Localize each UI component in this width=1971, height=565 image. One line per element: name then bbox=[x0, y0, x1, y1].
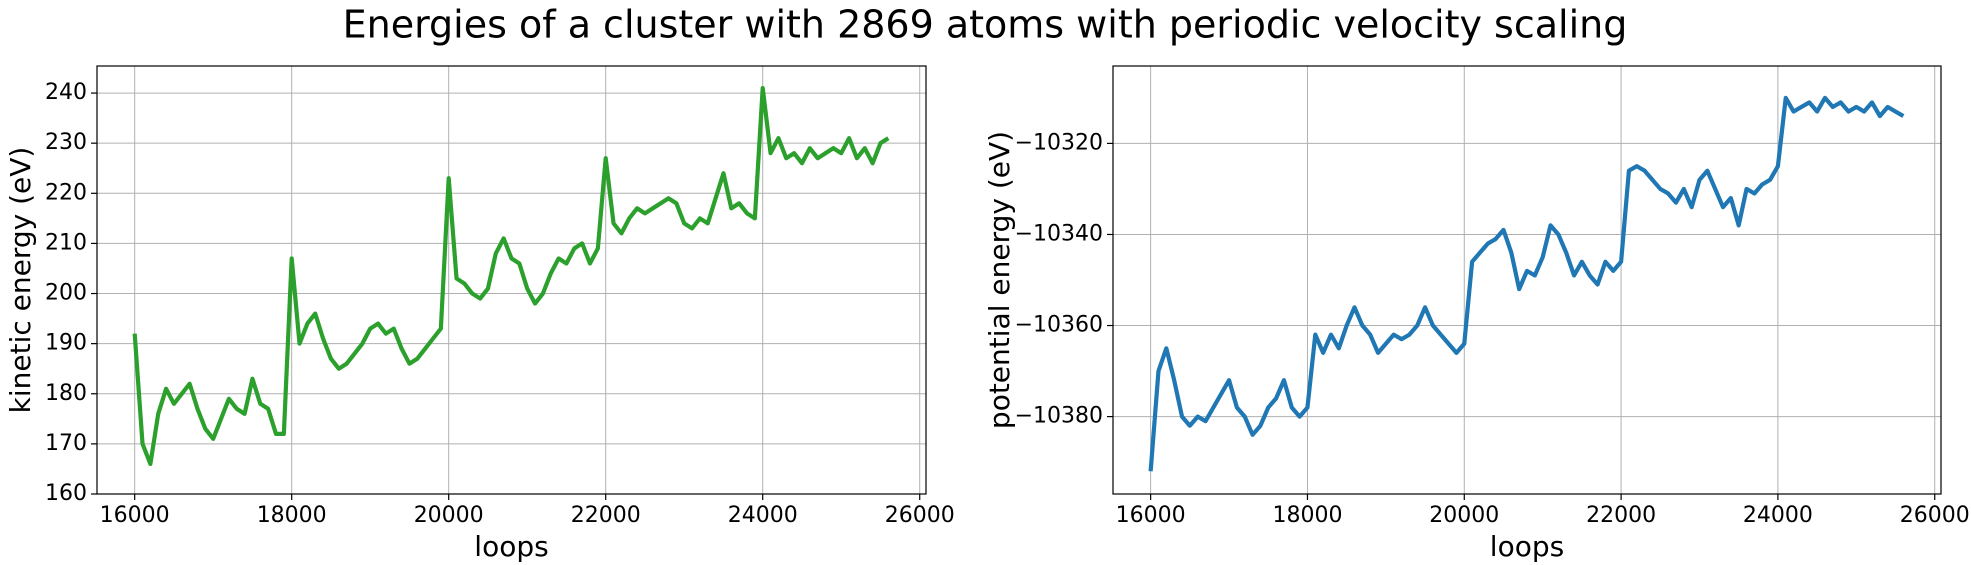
x-tick-label: 22000 bbox=[1586, 503, 1656, 528]
y-tick-label: 210 bbox=[45, 230, 87, 255]
figure-title: Energies of a cluster with 2869 atoms wi… bbox=[343, 3, 1628, 47]
y-tick-label: −10340 bbox=[1015, 221, 1103, 246]
y-tick-label: 200 bbox=[45, 281, 87, 306]
x-tick-label: 18000 bbox=[1272, 503, 1342, 528]
y-tick-label: 190 bbox=[45, 331, 87, 356]
y-tick-label: 180 bbox=[45, 381, 87, 406]
x-tick-label: 22000 bbox=[571, 503, 641, 528]
x-tick-label: 24000 bbox=[728, 503, 798, 528]
y-tick-label: −10380 bbox=[1015, 404, 1103, 429]
x-tick-label: 26000 bbox=[1900, 503, 1970, 528]
plot-frame bbox=[96, 65, 927, 495]
y-tick-label: 230 bbox=[45, 130, 87, 155]
y-tick-label: 170 bbox=[45, 431, 87, 456]
x-tick-label: 18000 bbox=[257, 503, 327, 528]
x-tick-label: 16000 bbox=[100, 503, 170, 528]
data-line bbox=[132, 85, 890, 467]
y-tick-label: 240 bbox=[45, 80, 87, 105]
data-line bbox=[1148, 95, 1905, 472]
x-tick-label: 26000 bbox=[885, 503, 955, 528]
x-tick-label: 20000 bbox=[414, 503, 484, 528]
y-axis-label: kinetic energy (eV) bbox=[4, 147, 37, 414]
y-tick-label: 160 bbox=[45, 481, 87, 506]
y-tick-label: −10360 bbox=[1015, 313, 1103, 338]
subplot: 16000 18000 20000 22000 24000 26000 160 170 180 1… bbox=[4, 65, 955, 563]
x-tick-label: 24000 bbox=[1743, 503, 1813, 528]
x-axis-label: loops bbox=[1490, 530, 1564, 563]
y-axis-label: potential energy (eV) bbox=[983, 131, 1016, 429]
x-axis-label: loops bbox=[474, 530, 548, 563]
y-tick-label: −10320 bbox=[1015, 130, 1103, 155]
x-tick-label: 16000 bbox=[1116, 503, 1186, 528]
subplot: 16000 18000 20000 22000 24000 26000 −10380 −103… bbox=[983, 65, 1970, 563]
y-tick-label: 220 bbox=[45, 180, 87, 205]
plot-frame bbox=[1112, 65, 1942, 495]
x-tick-label: 20000 bbox=[1429, 503, 1499, 528]
